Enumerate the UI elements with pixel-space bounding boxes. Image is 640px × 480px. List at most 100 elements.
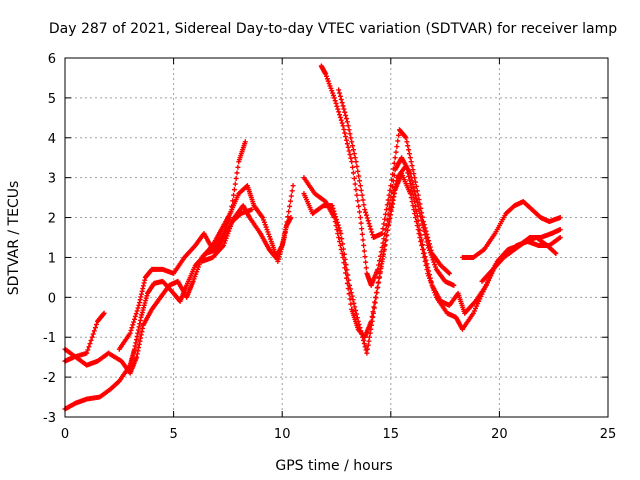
data-point <box>425 235 431 240</box>
data-point <box>222 238 228 244</box>
data-point <box>378 249 384 255</box>
data-point <box>337 228 343 234</box>
data-point <box>285 214 291 220</box>
data-point <box>557 215 563 221</box>
data-point <box>343 262 349 268</box>
data-point <box>190 278 196 284</box>
data-point <box>330 92 336 98</box>
data-point <box>379 244 385 250</box>
data-point <box>353 159 359 165</box>
data-point <box>376 279 382 285</box>
data-point <box>350 164 356 170</box>
data-point <box>221 240 227 246</box>
data-point <box>391 160 397 166</box>
series-0 <box>62 203 294 412</box>
data-point <box>223 235 229 241</box>
data-point <box>426 238 432 244</box>
data-point <box>421 250 427 256</box>
data-point <box>194 269 200 275</box>
data-point <box>227 215 233 221</box>
y-tick-label: 3 <box>48 172 56 187</box>
data-point <box>84 350 90 356</box>
data-point <box>267 234 273 240</box>
data-point <box>347 282 353 288</box>
data-point <box>340 103 346 109</box>
series-4 <box>199 207 255 264</box>
data-point <box>242 139 248 145</box>
data-point <box>409 163 415 169</box>
data-point <box>286 209 292 215</box>
data-point <box>406 173 412 179</box>
data-point <box>393 149 399 155</box>
data-point <box>354 315 360 321</box>
y-tick-label: 4 <box>48 132 56 147</box>
y-tick-label: 2 <box>48 212 56 227</box>
data-point <box>228 223 234 229</box>
data-point <box>330 90 336 96</box>
data-point <box>382 243 388 249</box>
data-point <box>227 226 233 232</box>
x-tick-label: 10 <box>274 427 291 442</box>
data-point <box>231 192 237 198</box>
data-point <box>387 200 393 206</box>
data-point <box>387 187 393 193</box>
data-point <box>234 170 240 176</box>
data-point <box>324 76 330 82</box>
data-point <box>380 240 386 246</box>
data-point <box>386 206 392 212</box>
data-point <box>361 341 367 347</box>
data-point <box>131 319 137 325</box>
data-point <box>407 191 413 197</box>
data-points <box>62 63 563 412</box>
data-point <box>410 191 416 197</box>
data-point <box>323 71 329 77</box>
data-point <box>357 209 363 215</box>
data-point <box>557 235 563 240</box>
data-point <box>360 334 366 340</box>
data-point <box>336 235 342 240</box>
series-9 <box>459 199 563 260</box>
data-point <box>329 203 335 209</box>
data-point <box>191 276 197 282</box>
data-point <box>281 235 287 240</box>
data-point <box>261 219 267 225</box>
data-point <box>89 334 95 340</box>
data-point <box>371 305 377 311</box>
data-point <box>395 138 401 144</box>
data-point <box>363 259 369 265</box>
y-tick-label: 5 <box>48 92 56 107</box>
data-point <box>196 262 202 268</box>
data-point <box>262 222 268 228</box>
data-point <box>426 268 432 274</box>
data-point <box>431 259 437 265</box>
data-point <box>404 139 410 145</box>
series-8 <box>336 87 452 276</box>
data-point <box>413 208 419 214</box>
data-point <box>337 90 343 96</box>
data-point <box>348 290 354 296</box>
data-point <box>340 246 346 252</box>
data-point <box>331 208 337 214</box>
data-point <box>409 178 415 184</box>
data-point <box>338 231 344 237</box>
data-point <box>88 337 94 343</box>
data-point <box>336 225 342 231</box>
data-point <box>418 232 424 238</box>
data-point <box>424 231 430 237</box>
data-point <box>373 295 379 301</box>
data-point <box>412 175 418 181</box>
x-tick-label: 15 <box>383 427 400 442</box>
data-point <box>135 305 141 311</box>
data-point <box>337 238 343 244</box>
data-point <box>288 215 294 221</box>
y-tick-label: -2 <box>43 371 56 386</box>
data-point <box>354 163 360 169</box>
data-point <box>377 258 383 264</box>
data-point <box>426 272 432 278</box>
data-point <box>423 257 429 263</box>
data-point <box>192 274 198 280</box>
data-point <box>418 205 424 211</box>
data-point <box>367 223 373 229</box>
data-point <box>428 247 434 253</box>
data-point <box>432 262 438 268</box>
